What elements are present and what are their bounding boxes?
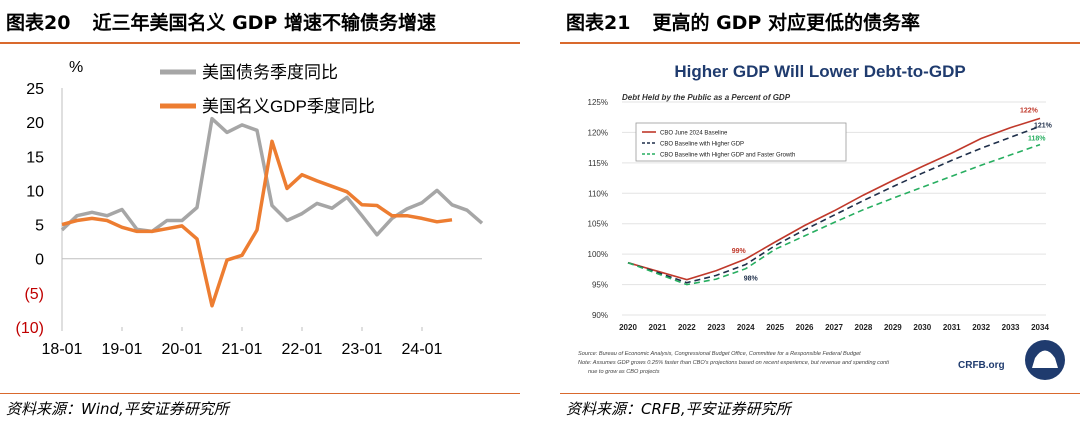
legend-label: 美国名义GDP季度同比: [202, 97, 375, 116]
y-tick-label: 115%: [588, 159, 608, 168]
x-tick-label: 2030: [913, 323, 931, 332]
y-tick-label: (5): [24, 286, 44, 303]
y-tick-label: 5: [35, 218, 44, 235]
y-tick-label: 95%: [592, 281, 608, 290]
y-tick-label: 25: [26, 81, 44, 98]
x-tick-label: 2033: [1002, 323, 1020, 332]
series-line-gdp: [61, 139, 453, 308]
right-panel: 图表21 更高的 GDP 对应更低的债务率 Higher GDP Will Low…: [560, 0, 1080, 427]
chart-image-frame: [572, 55, 1068, 385]
x-tick-label: 18-01: [42, 341, 83, 358]
left-title-rule: [0, 42, 520, 44]
y-tick-label: (10): [16, 320, 44, 337]
y-tick-label: 110%: [588, 189, 608, 198]
chart-title: Higher GDP Will Lower Debt-to-GDP: [674, 62, 965, 81]
annotation-label: 98%: [744, 276, 759, 283]
left-source-rule: [0, 393, 520, 394]
y-tick-label: 100%: [588, 250, 608, 259]
y-tick-label: 10: [26, 183, 44, 200]
chart-subtitle: Debt Held by the Public as a Percent of …: [622, 93, 791, 102]
x-tick-label: 22-01: [282, 341, 323, 358]
x-tick-label: 23-01: [342, 341, 383, 358]
series-line-higher-gdp-faster-growth: [627, 143, 1041, 286]
right-figure-number: 图表21: [566, 12, 631, 34]
x-tick-label: 2031: [943, 323, 961, 332]
x-tick-label: 2026: [796, 323, 814, 332]
x-tick-label: 2027: [825, 323, 843, 332]
x-tick-label: 2032: [972, 323, 990, 332]
chart-source-note: Source: Bureau of Economic Analysis, Con…: [578, 351, 861, 357]
legend-label: 美国债务季度同比: [202, 63, 338, 82]
x-tick-label: 2028: [855, 323, 873, 332]
annotation-label: 118%: [1028, 136, 1046, 143]
series-line-cbo-baseline: [627, 117, 1041, 281]
legend-label: CBO Baseline with Higher GDP: [660, 142, 744, 148]
x-tick-label: 19-01: [102, 341, 143, 358]
left-line-chart: % 25 20 15 10 5 0 (5) (10) 18-01 19-01 20-01 21-01 22…: [16, 59, 484, 358]
y-tick-label: 105%: [588, 220, 608, 229]
left-source: 资料来源：Wind,平安证券研究所: [6, 400, 229, 418]
x-tick-label: 2034: [1031, 323, 1049, 332]
x-tick-label: 2029: [884, 323, 902, 332]
y-tick-label: 0: [35, 252, 44, 269]
y-tick-label: 125%: [588, 98, 608, 107]
chart-note-cont: nue to grow as CBO projects: [588, 369, 660, 375]
right-figure-title: 图表21 更高的 GDP 对应更低的债务率: [566, 8, 920, 35]
legend-label: CBO Baseline with Higher GDP and Faster …: [660, 153, 795, 159]
chart-note: Note: Assumes GDP grows 0.25% faster tha…: [578, 360, 890, 366]
left-panel: 图表20 近三年美国名义 GDP 增速不输债务增速 % 25 20 15 10 5 0 (5) (…: [0, 0, 520, 427]
right-figure-caption: 更高的 GDP 对应更低的债务率: [652, 12, 920, 34]
left-figure-title: 图表20 近三年美国名义 GDP 增速不输债务增速: [6, 8, 436, 35]
left-figure-caption: 近三年美国名义 GDP 增速不输债务增速: [92, 12, 436, 34]
annotation-label: 122%: [1020, 107, 1039, 114]
right-source: 资料来源：CRFB,平安证券研究所: [566, 400, 791, 418]
left-figure-number: 图表20: [6, 12, 71, 34]
series-line-debt: [60, 116, 484, 237]
right-source-rule: [560, 393, 1080, 394]
legend-label: CBO June 2024 Baseline: [660, 131, 728, 137]
y-tick-label: 90%: [592, 311, 608, 320]
y-unit-label: %: [69, 59, 83, 76]
x-tick-label: 20-01: [162, 341, 203, 358]
x-tick-label: 2023: [707, 323, 725, 332]
x-tick-label: 2025: [766, 323, 784, 332]
right-title-rule: [560, 42, 1080, 44]
x-tick-label: 24-01: [402, 341, 443, 358]
y-tick-label: 120%: [588, 128, 608, 137]
x-tick-label: 2020: [619, 323, 637, 332]
x-tick-label: 2021: [649, 323, 667, 332]
legend-box: [635, 122, 847, 162]
crfb-logo-text: CRFB.org: [958, 360, 1005, 371]
right-line-chart: Higher GDP Will Lower Debt-to-GDP Debt He…: [572, 55, 1068, 385]
y-tick-label: 20: [26, 115, 44, 132]
series-line-higher-gdp: [627, 125, 1041, 284]
annotation-label: 99%: [732, 248, 747, 255]
x-tick-label: 2024: [737, 323, 755, 332]
x-tick-label: 21-01: [222, 341, 263, 358]
y-tick-label: 15: [26, 149, 44, 166]
x-tick-label: 2022: [678, 323, 696, 332]
capitol-dome-icon: [1032, 350, 1058, 368]
annotation-label: 121%: [1034, 122, 1053, 129]
